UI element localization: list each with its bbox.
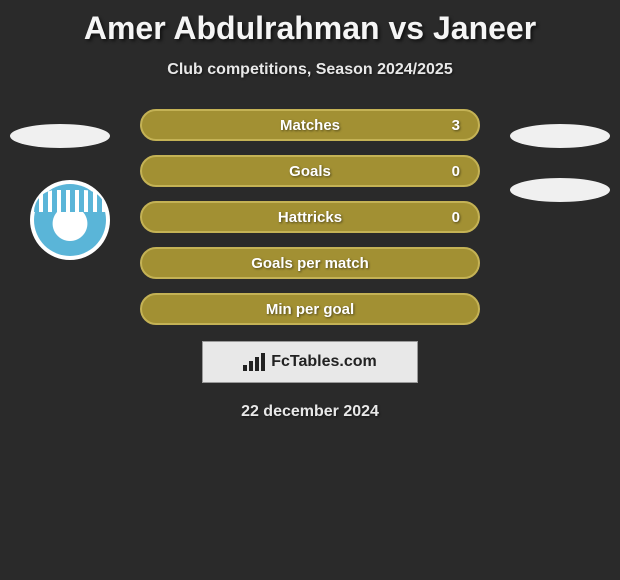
stat-value: 3 bbox=[452, 117, 460, 134]
page-title: Amer Abdulrahman vs Janeer bbox=[0, 0, 620, 47]
stat-label: Hattricks bbox=[278, 209, 342, 226]
player-left-avatar-placeholder bbox=[10, 124, 110, 148]
stat-row-goals-per-match: Goals per match bbox=[140, 247, 480, 279]
stat-row-goals: Goals 0 bbox=[140, 155, 480, 187]
club-badge-icon bbox=[34, 184, 106, 256]
stat-label: Goals per match bbox=[251, 255, 369, 272]
bar-chart-icon bbox=[243, 353, 265, 371]
stat-value: 0 bbox=[452, 163, 460, 180]
stat-label: Goals bbox=[289, 163, 331, 180]
club-badge bbox=[30, 180, 110, 260]
stat-value: 0 bbox=[452, 209, 460, 226]
stat-row-matches: Matches 3 bbox=[140, 109, 480, 141]
date-text: 22 december 2024 bbox=[0, 403, 620, 421]
player-right-avatar-placeholder-1 bbox=[510, 124, 610, 148]
stat-row-hattricks: Hattricks 0 bbox=[140, 201, 480, 233]
stat-label: Matches bbox=[280, 117, 340, 134]
stat-row-min-per-goal: Min per goal bbox=[140, 293, 480, 325]
player-right-avatar-placeholder-2 bbox=[510, 178, 610, 202]
stat-label: Min per goal bbox=[266, 301, 354, 318]
fctables-text: FcTables.com bbox=[271, 353, 377, 371]
subtitle: Club competitions, Season 2024/2025 bbox=[0, 61, 620, 79]
fctables-badge[interactable]: FcTables.com bbox=[202, 341, 418, 383]
